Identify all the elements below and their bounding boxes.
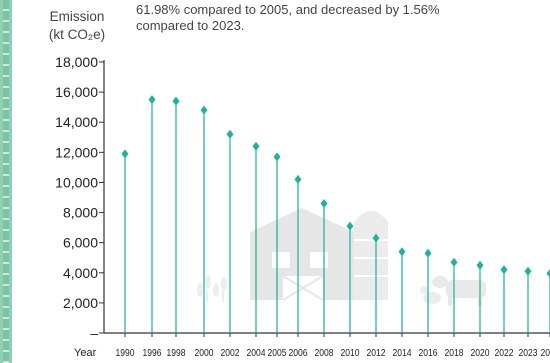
y-tick-label: –	[90, 325, 98, 341]
x-axis-ticks: 1990 1996 1998 2000 2002 2004 2005 2006 2008 2010…	[74, 333, 550, 359]
y-axis-label: Emission (kt CO₂e)	[34, 8, 120, 44]
x-axis-label: Year	[74, 347, 97, 359]
data-marker	[148, 95, 156, 105]
data-marker	[252, 141, 260, 151]
data-marker	[172, 96, 180, 106]
y-tick-label: 4,000	[63, 265, 98, 281]
x-tick-label: 2014	[393, 348, 412, 359]
y-axis-ticks: – 2,000 4,000 6,000 8,000 10,000 12,000 14,000 1…	[55, 54, 104, 341]
y-tick-label: 14,000	[55, 114, 98, 130]
header-note-line2: compared to 2023.	[136, 18, 245, 33]
header-note: 61.98% compared to 2005, and decreased b…	[136, 2, 546, 34]
x-tick-label: 1998	[167, 348, 186, 359]
x-tick-label: 2024	[541, 348, 550, 359]
data-marker	[424, 248, 432, 258]
chart-axes	[103, 60, 550, 334]
y-tick-label: 2,000	[63, 295, 98, 311]
y-tick-label: 16,000	[55, 84, 98, 100]
x-tick-label: 2005	[268, 348, 287, 359]
x-tick-label: 2022	[495, 348, 514, 359]
header-note-line1: 61.98% compared to 2005, and decreased b…	[136, 2, 440, 17]
x-tick-label: 2016	[419, 348, 438, 359]
x-tick-label: 2006	[289, 348, 308, 359]
x-tick-label: 2018	[445, 348, 464, 359]
x-tick-label: 2004	[247, 348, 266, 359]
data-marker	[500, 265, 508, 275]
data-marker	[372, 233, 380, 243]
data-marker	[476, 260, 484, 270]
data-marker	[294, 174, 302, 184]
x-tick-label: 1996	[143, 348, 162, 359]
data-marker	[200, 105, 208, 115]
data-marker	[398, 247, 406, 257]
y-tick-label: 6,000	[63, 235, 98, 251]
data-marker	[524, 266, 532, 276]
data-marker	[320, 199, 328, 209]
y-tick-label: 18,000	[55, 54, 98, 70]
data-marker	[450, 257, 458, 267]
farm-watermark-icon	[197, 208, 486, 306]
x-tick-label: 2020	[471, 348, 490, 359]
data-marker	[226, 129, 234, 139]
data-marker	[121, 149, 129, 159]
y-tick-label: 8,000	[63, 205, 98, 221]
x-tick-label: 2012	[367, 348, 386, 359]
data-marker	[546, 269, 550, 279]
x-tick-label: 2000	[195, 348, 214, 359]
data-marker	[273, 152, 281, 162]
x-tick-label: 1990	[116, 348, 135, 359]
y-tick-label: 12,000	[55, 144, 98, 160]
y-tick-label: 10,000	[55, 174, 98, 190]
data-markers	[121, 95, 550, 279]
data-stems	[124, 99, 550, 333]
data-marker	[346, 221, 354, 231]
x-tick-label: 2023	[519, 348, 538, 359]
x-tick-label: 2002	[221, 348, 240, 359]
y-axis-label-line2: (kt CO₂e)	[48, 27, 106, 42]
x-tick-label: 2008	[315, 348, 334, 359]
y-axis-label-line1: Emission	[49, 9, 105, 24]
side-strip	[0, 0, 12, 363]
x-tick-label: 2010	[341, 348, 360, 359]
